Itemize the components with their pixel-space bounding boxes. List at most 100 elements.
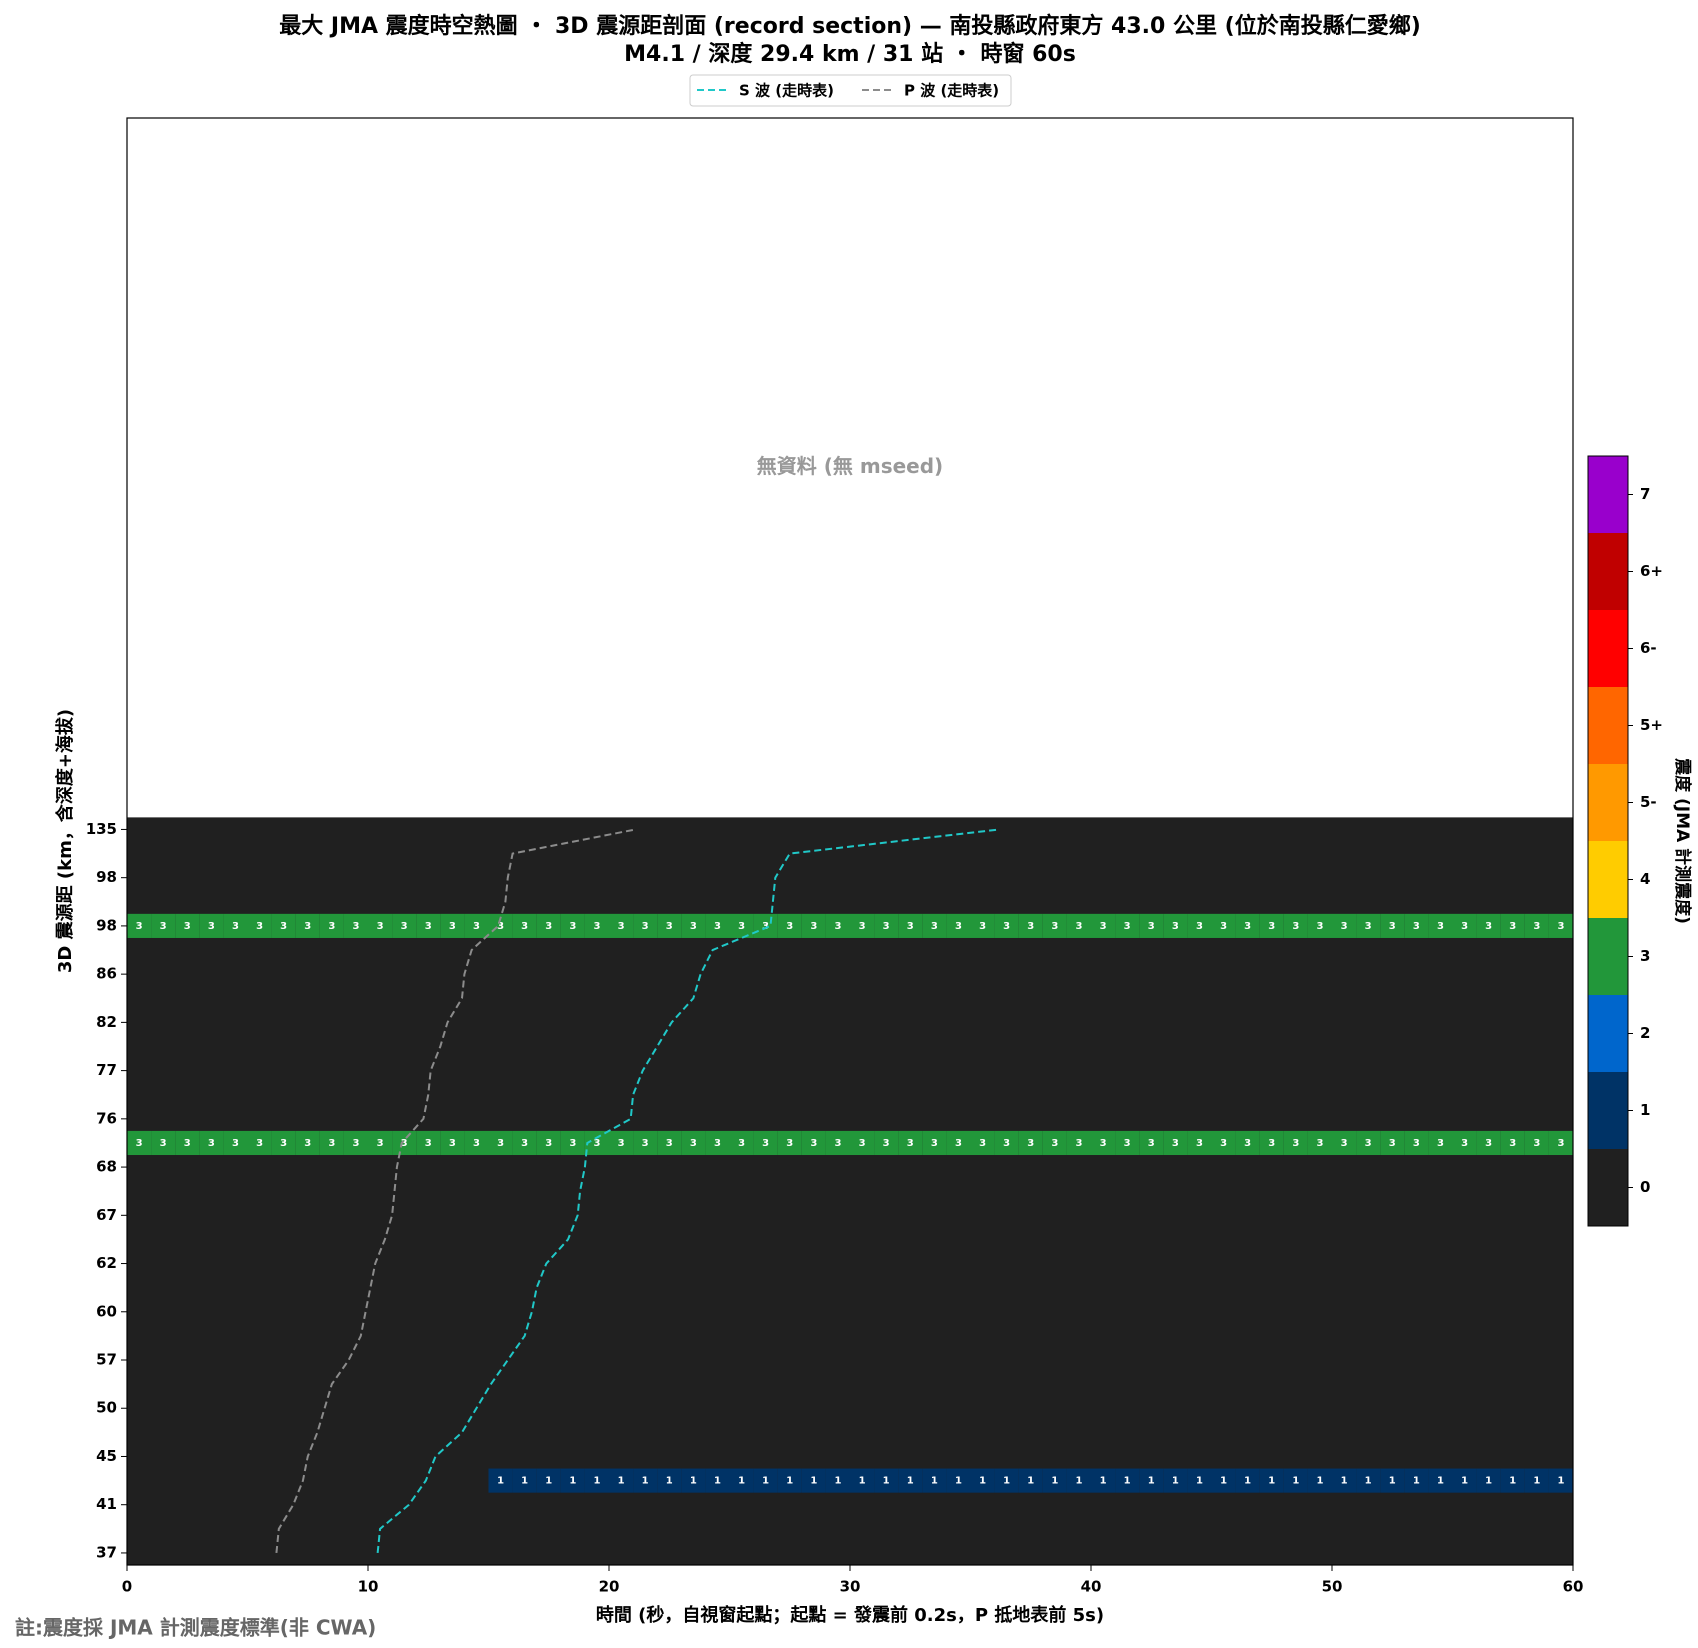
cell-label: 1 <box>738 1476 745 1487</box>
heat-cell <box>1163 1130 1188 1156</box>
cell-label: 3 <box>569 1138 576 1149</box>
y-tick-label: 86 <box>96 965 117 983</box>
y-tick-label: 41 <box>96 1495 117 1513</box>
heat-cell <box>584 913 609 938</box>
heat-cell <box>512 913 537 938</box>
cell-label: 3 <box>859 921 866 932</box>
cell-label: 1 <box>1124 1476 1131 1487</box>
heat-cell <box>536 1130 561 1156</box>
cell-label: 3 <box>1557 1138 1564 1149</box>
heat-cell <box>753 1468 778 1493</box>
cell-label: 1 <box>1268 1476 1275 1487</box>
cell-label: 3 <box>1075 1138 1082 1149</box>
heat-cell <box>898 1130 923 1156</box>
cell-label: 3 <box>1533 1138 1540 1149</box>
chart-title: 最大 JMA 震度時空熱圖 ・ 3D 震源距剖面 (record section… <box>279 13 1421 39</box>
heat-cell <box>850 1130 875 1156</box>
cell-label: 3 <box>1220 1138 1227 1149</box>
colorbar-segment <box>1588 1072 1628 1149</box>
cell-label: 3 <box>1268 921 1275 932</box>
heat-cell <box>970 1130 995 1156</box>
y-tick-label: 98 <box>96 868 117 886</box>
heat-cell <box>1307 1130 1332 1156</box>
cell-label: 3 <box>208 921 215 932</box>
colorbar-label: 0 <box>1640 1178 1650 1196</box>
heat-cell <box>295 1130 320 1156</box>
cell-label: 3 <box>1292 1138 1299 1149</box>
heat-cell <box>922 1468 947 1493</box>
cell-label: 3 <box>1124 1138 1131 1149</box>
heat-cell <box>657 913 682 938</box>
cell-label: 3 <box>473 921 480 932</box>
heat-cell <box>850 1468 875 1493</box>
cell-label: 3 <box>256 921 263 932</box>
heat-cell <box>1042 1130 1067 1156</box>
heat-cell <box>705 913 730 938</box>
cell-label: 3 <box>834 1138 841 1149</box>
heat-cell <box>729 913 754 938</box>
cell-label: 1 <box>1196 1476 1203 1487</box>
cell-label: 3 <box>352 921 359 932</box>
heat-cell <box>1139 1468 1164 1493</box>
colorbar-segment <box>1588 918 1628 995</box>
cell-label: 3 <box>401 921 408 932</box>
cell-label: 1 <box>762 1476 769 1487</box>
colorbar-label: 4 <box>1640 870 1650 888</box>
cell-label: 3 <box>1244 1138 1251 1149</box>
heat-cell <box>584 1468 609 1493</box>
heat-cell <box>1115 1468 1140 1493</box>
heat-cell <box>1066 1468 1091 1493</box>
heat-cell <box>1259 1468 1284 1493</box>
cell-label: 3 <box>1172 1138 1179 1149</box>
cell-label: 1 <box>859 1476 866 1487</box>
heat-cell <box>440 1130 465 1156</box>
cell-label: 1 <box>1172 1476 1179 1487</box>
heat-cell <box>633 913 658 938</box>
cell-label: 3 <box>1485 1138 1492 1149</box>
cell-label: 3 <box>1389 1138 1396 1149</box>
x-tick-label: 50 <box>1322 1578 1343 1596</box>
heat-cell <box>1018 1468 1043 1493</box>
cell-label: 3 <box>1485 921 1492 932</box>
cell-label: 1 <box>1461 1476 1468 1487</box>
heat-cell <box>874 1130 899 1156</box>
chart-subtitle: M4.1 / 深度 29.4 km / 31 站 ・ 時窗 60s <box>624 41 1076 67</box>
cell-label: 1 <box>1485 1476 1492 1487</box>
y-tick-label: 135 <box>86 820 117 838</box>
heat-cell <box>1452 913 1477 938</box>
heat-cell <box>970 1468 995 1493</box>
heat-cell <box>151 1130 176 1156</box>
cell-label: 1 <box>497 1476 504 1487</box>
cell-label: 3 <box>160 921 167 932</box>
cell-label: 3 <box>1100 1138 1107 1149</box>
x-tick-label: 60 <box>1563 1578 1584 1596</box>
cell-label: 3 <box>738 921 745 932</box>
cell-label: 3 <box>545 1138 552 1149</box>
cell-label: 3 <box>352 1138 359 1149</box>
heat-cell <box>1235 1468 1260 1493</box>
heat-cell <box>440 913 465 938</box>
heat-cell <box>1115 913 1140 938</box>
cell-label: 3 <box>521 1138 528 1149</box>
data-region <box>127 817 1573 1565</box>
cell-label: 1 <box>907 1476 914 1487</box>
x-tick-label: 40 <box>1081 1578 1102 1596</box>
cell-label: 3 <box>1413 1138 1420 1149</box>
cell-label: 3 <box>690 1138 697 1149</box>
cell-label: 1 <box>1341 1476 1348 1487</box>
heat-cell <box>825 913 850 938</box>
heat-cell <box>199 1130 224 1156</box>
cell-label: 3 <box>232 1138 239 1149</box>
colorbar-segment <box>1588 995 1628 1072</box>
cell-label: 3 <box>1365 921 1372 932</box>
cell-label: 3 <box>859 1138 866 1149</box>
heat-cell <box>1259 913 1284 938</box>
heat-cell <box>1259 1130 1284 1156</box>
cell-label: 1 <box>545 1476 552 1487</box>
x-tick-label: 30 <box>840 1578 861 1596</box>
cell-label: 3 <box>618 921 625 932</box>
heat-cell <box>368 913 393 938</box>
heat-cell <box>1018 1130 1043 1156</box>
cell-label: 3 <box>618 1138 625 1149</box>
